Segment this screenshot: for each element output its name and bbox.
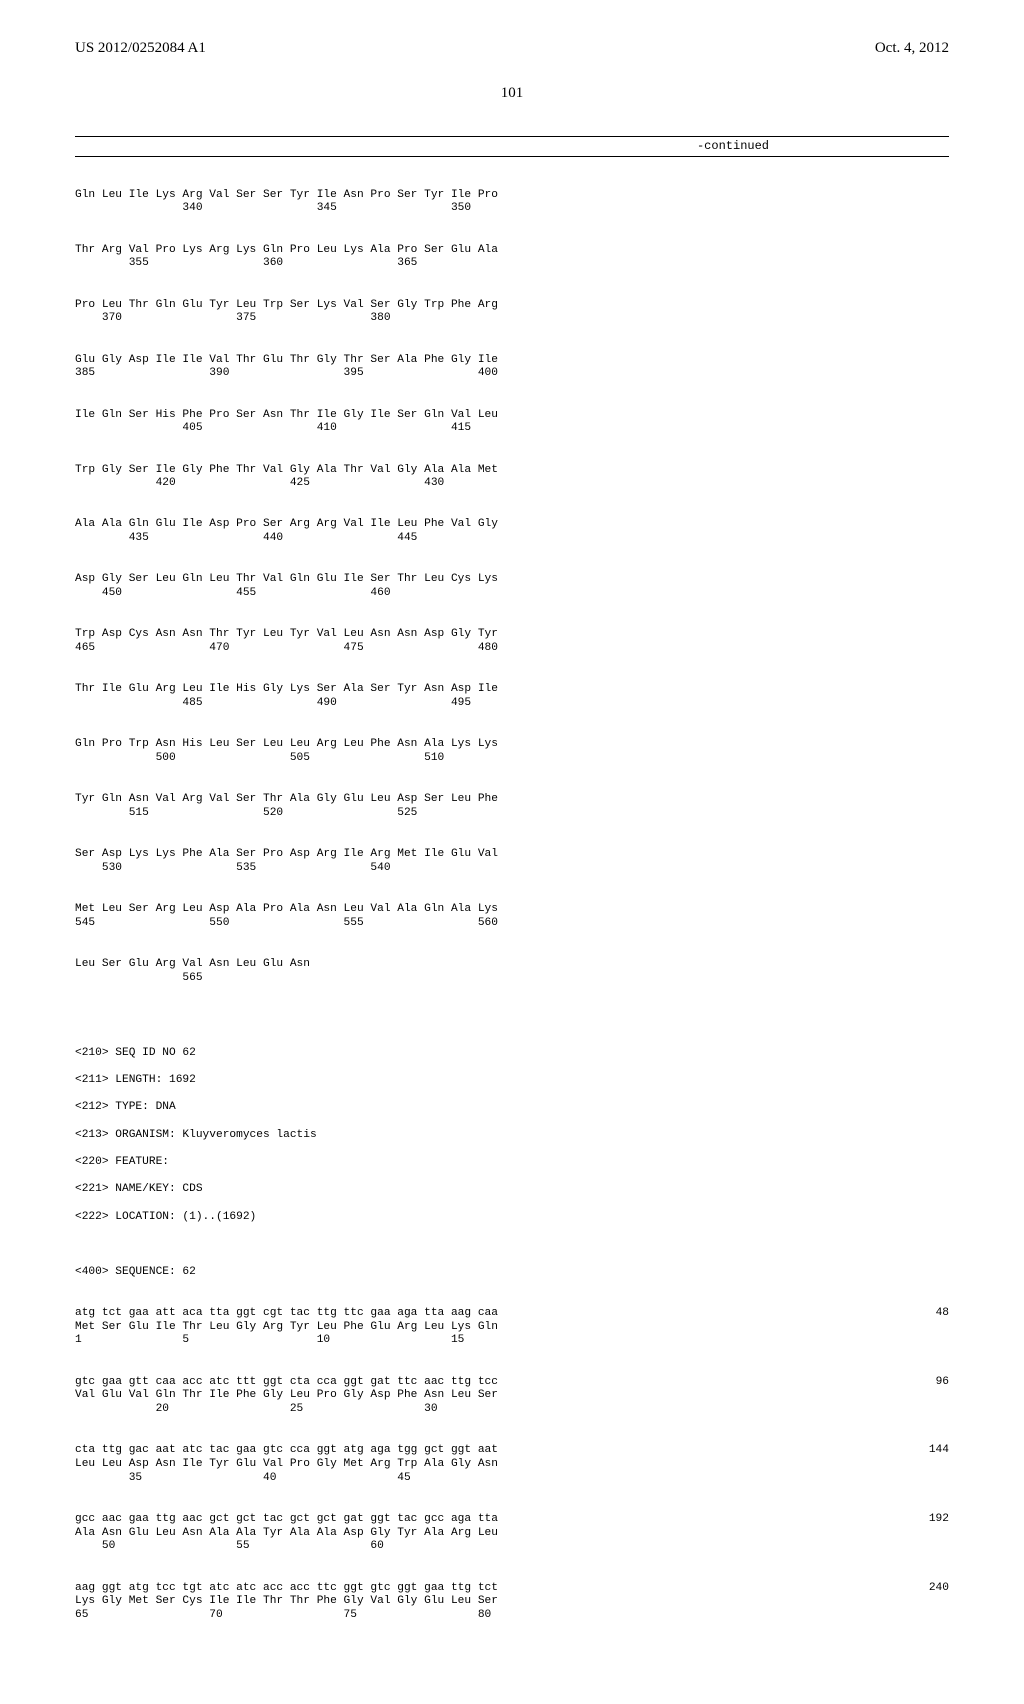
seq-row: Thr Arg Val Pro Lys Arg Lys Gln Pro Leu … [75,244,949,271]
dna-pos-row: 35 40 45 [75,1472,411,1484]
dna-position: 240 [879,1582,949,1596]
seq-row: Glu Gly Asp Ile Ile Val Thr Glu Thr Gly … [75,354,949,381]
meta-line: <221> NAME/KEY: CDS [75,1183,949,1197]
continued-label: -continued [75,139,949,157]
dna-codons: aag ggt atg tcc tgt atc atc acc acc ttc … [75,1582,498,1596]
page-container: US 2012/0252084 A1 Oct. 4, 2012 101 -con… [0,0,1024,1704]
publication-number: US 2012/0252084 A1 [75,40,206,57]
seq-row: Ala Ala Gln Glu Ile Asp Pro Ser Arg Arg … [75,518,949,545]
dna-row: gcc aac gaa ttg aac gct gct tac gct gct … [75,1513,949,1554]
dna-row: aag ggt atg tcc tgt atc atc acc acc ttc … [75,1582,949,1623]
pos-row: 355 360 365 [75,257,417,269]
dna-pos-row: 50 55 60 [75,1540,384,1552]
dna-position: 96 [886,1376,949,1390]
dna-pos-row: 1 5 10 15 [75,1334,464,1346]
dna-row: gtc gaa gtt caa acc atc ttt ggt cta cca … [75,1376,949,1417]
aa-row: Gln Leu Ile Lys Arg Val Ser Ser Tyr Ile … [75,189,498,201]
pos-row: 530 535 540 [75,862,391,874]
pos-row: 515 520 525 [75,807,417,819]
seq-row: Thr Ile Glu Arg Leu Ile His Gly Lys Ser … [75,683,949,710]
sequence-metadata: <210> SEQ ID NO 62 <211> LENGTH: 1692 <2… [75,1033,949,1238]
seq-row: Gln Pro Trp Asn His Leu Ser Leu Leu Arg … [75,738,949,765]
dna-row: cta ttg gac aat atc tac gaa gtc cca ggt … [75,1444,949,1485]
dna-position: 48 [886,1307,949,1321]
aa-row: Pro Leu Thr Gln Glu Tyr Leu Trp Ser Lys … [75,299,498,311]
seq-row: Pro Leu Thr Gln Glu Tyr Leu Trp Ser Lys … [75,299,949,326]
dna-aa: Leu Leu Asp Asn Ile Tyr Glu Val Pro Gly … [75,1458,498,1470]
dna-codons: gcc aac gaa ttg aac gct gct tac gct gct … [75,1513,498,1527]
aa-row: Ser Asp Lys Lys Phe Ala Ser Pro Asp Arg … [75,848,498,860]
pos-row: 435 440 445 [75,532,417,544]
pos-row: 385 390 395 400 [75,367,498,379]
header-row: US 2012/0252084 A1 Oct. 4, 2012 [75,40,949,57]
seq-row: Ile Gln Ser His Phe Pro Ser Asn Thr Ile … [75,409,949,436]
aa-row: Ile Gln Ser His Phe Pro Ser Asn Thr Ile … [75,409,498,421]
pos-row: 500 505 510 [75,752,444,764]
pos-row: 420 425 430 [75,477,444,489]
pos-row: 465 470 475 480 [75,642,498,654]
rule-top [75,136,949,137]
pos-row: 545 550 555 560 [75,917,498,929]
seq-row: Gln Leu Ile Lys Arg Val Ser Ser Tyr Ile … [75,189,949,216]
seq-row: Trp Asp Cys Asn Asn Thr Tyr Leu Tyr Val … [75,628,949,655]
dna-row: atg tct gaa att aca tta ggt cgt tac ttg … [75,1307,949,1348]
aa-row: Trp Gly Ser Ile Gly Phe Thr Val Gly Ala … [75,464,498,476]
pos-row: 450 455 460 [75,587,391,599]
meta-line: <212> TYPE: DNA [75,1101,949,1115]
seq-row: Leu Ser Glu Arg Val Asn Leu Glu Asn 565 [75,958,949,985]
dna-position: 192 [879,1513,949,1527]
aa-row: Asp Gly Ser Leu Gln Leu Thr Val Gln Glu … [75,573,498,585]
pos-row: 370 375 380 [75,312,391,324]
page-number: 101 [75,85,949,102]
dna-codons: cta ttg gac aat atc tac gaa gtc cca ggt … [75,1444,498,1458]
sequence-label: <400> SEQUENCE: 62 [75,1266,949,1280]
aa-row: Glu Gly Asp Ile Ile Val Thr Glu Thr Gly … [75,354,498,366]
meta-line: <222> LOCATION: (1)..(1692) [75,1211,949,1225]
protein-sequence-block: Gln Leu Ile Lys Arg Val Ser Ser Tyr Ile … [75,175,949,1664]
dna-codons: gtc gaa gtt caa acc atc ttt ggt cta cca … [75,1376,498,1390]
aa-row: Leu Ser Glu Arg Val Asn Leu Glu Asn [75,958,310,970]
aa-row: Tyr Gln Asn Val Arg Val Ser Thr Ala Gly … [75,793,498,805]
pos-row: 405 410 415 [75,422,471,434]
dna-pos-row: 20 25 30 [75,1403,438,1415]
meta-line: <220> FEATURE: [75,1156,949,1170]
dna-aa: Ala Asn Glu Leu Asn Ala Ala Tyr Ala Ala … [75,1527,498,1539]
dna-aa: Lys Gly Met Ser Cys Ile Ile Thr Thr Phe … [75,1595,498,1607]
pos-row: 340 345 350 [75,202,471,214]
seq-row: Ser Asp Lys Lys Phe Ala Ser Pro Asp Arg … [75,848,949,875]
seq-row: Tyr Gln Asn Val Arg Val Ser Thr Ala Gly … [75,793,949,820]
seq-row: Met Leu Ser Arg Leu Asp Ala Pro Ala Asn … [75,903,949,930]
meta-line: <210> SEQ ID NO 62 [75,1047,949,1061]
dna-aa: Met Ser Glu Ile Thr Leu Gly Arg Tyr Leu … [75,1321,498,1333]
seq-row: Trp Gly Ser Ile Gly Phe Thr Val Gly Ala … [75,464,949,491]
pos-row: 565 [75,972,203,984]
aa-row: Thr Arg Val Pro Lys Arg Lys Gln Pro Leu … [75,244,498,256]
aa-row: Ala Ala Gln Glu Ile Asp Pro Ser Arg Arg … [75,518,498,530]
aa-row: Gln Pro Trp Asn His Leu Ser Leu Leu Arg … [75,738,498,750]
aa-row: Met Leu Ser Arg Leu Asp Ala Pro Ala Asn … [75,903,498,915]
meta-line: <213> ORGANISM: Kluyveromyces lactis [75,1129,949,1143]
seq-row: Asp Gly Ser Leu Gln Leu Thr Val Gln Glu … [75,573,949,600]
meta-line: <211> LENGTH: 1692 [75,1074,949,1088]
dna-position: 144 [879,1444,949,1458]
dna-pos-row: 65 70 75 80 [75,1609,491,1621]
aa-row: Thr Ile Glu Arg Leu Ile His Gly Lys Ser … [75,683,498,695]
dna-codons: atg tct gaa att aca tta ggt cgt tac ttg … [75,1307,498,1321]
aa-row: Trp Asp Cys Asn Asn Thr Tyr Leu Tyr Val … [75,628,498,640]
dna-aa: Val Glu Val Gln Thr Ile Phe Gly Leu Pro … [75,1389,498,1401]
pos-row: 485 490 495 [75,697,471,709]
publication-date: Oct. 4, 2012 [875,40,949,57]
